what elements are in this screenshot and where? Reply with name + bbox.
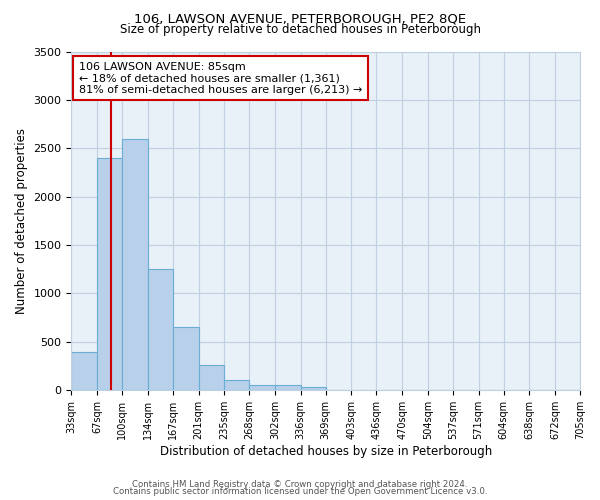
Text: Size of property relative to detached houses in Peterborough: Size of property relative to detached ho… bbox=[119, 22, 481, 36]
Bar bbox=[199, 364, 224, 390]
Bar bbox=[224, 380, 249, 390]
Bar bbox=[71, 352, 97, 390]
Text: 106, LAWSON AVENUE, PETERBOROUGH, PE2 8QE: 106, LAWSON AVENUE, PETERBOROUGH, PE2 8Q… bbox=[134, 12, 466, 26]
Bar bbox=[148, 269, 173, 390]
Text: 106 LAWSON AVENUE: 85sqm
← 18% of detached houses are smaller (1,361)
81% of sem: 106 LAWSON AVENUE: 85sqm ← 18% of detach… bbox=[79, 62, 362, 95]
Bar bbox=[249, 384, 275, 390]
Bar bbox=[173, 327, 199, 390]
Bar bbox=[301, 387, 326, 390]
Text: Contains HM Land Registry data © Crown copyright and database right 2024.: Contains HM Land Registry data © Crown c… bbox=[132, 480, 468, 489]
X-axis label: Distribution of detached houses by size in Peterborough: Distribution of detached houses by size … bbox=[160, 444, 492, 458]
Bar bbox=[97, 158, 122, 390]
Bar bbox=[122, 138, 148, 390]
Bar bbox=[275, 385, 301, 390]
Y-axis label: Number of detached properties: Number of detached properties bbox=[15, 128, 28, 314]
Text: Contains public sector information licensed under the Open Government Licence v3: Contains public sector information licen… bbox=[113, 488, 487, 496]
